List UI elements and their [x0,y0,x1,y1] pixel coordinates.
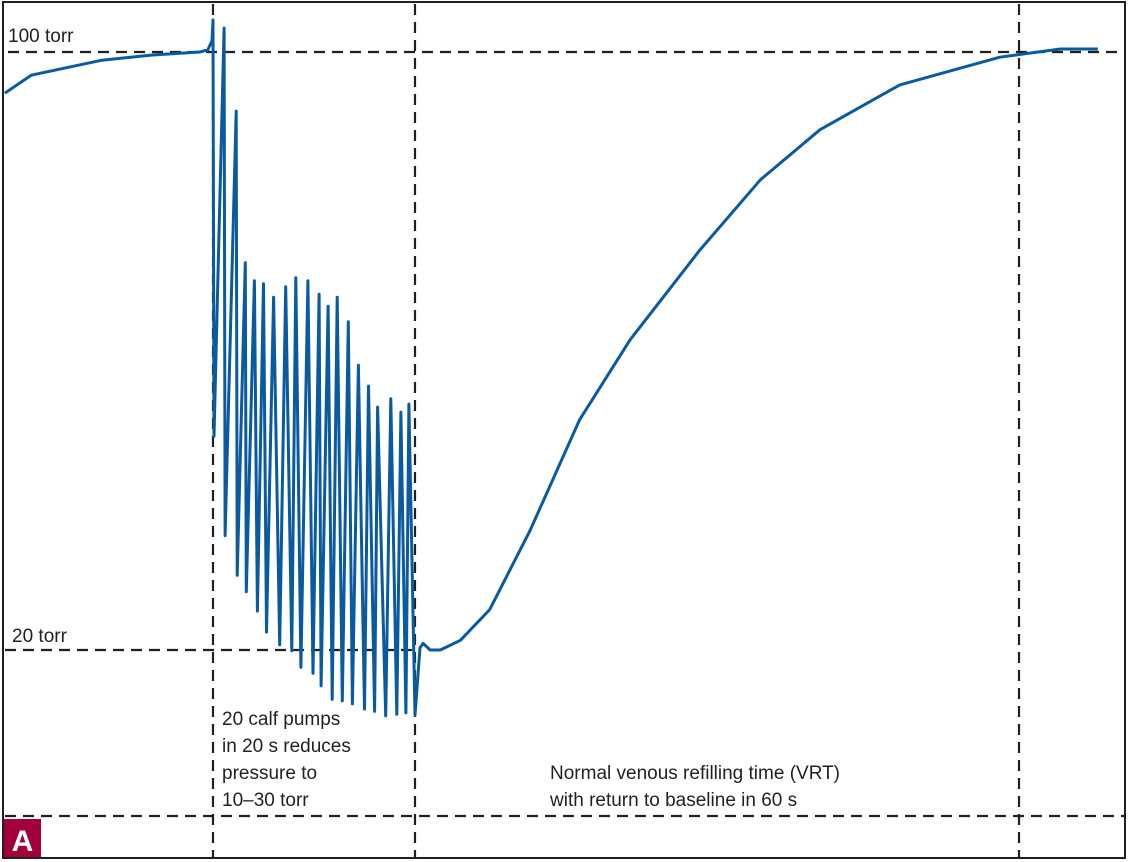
panel-label-badge [4,819,41,857]
annotation-pumps-line: 20 calf pumps [222,709,340,730]
label-20-torr: 20 torr [12,626,68,647]
annotation-pumps-line: pressure to [222,763,317,784]
panel-label: A [4,819,41,858]
label-100-torr: 100 torr [8,26,74,47]
annotation-pumps-line: 10–30 torr [222,790,309,811]
annotation-pumps: 20 calf pumps in 20 s reduces pressure t… [222,709,351,811]
annotation-pumps-line: in 20 s reduces [222,736,351,757]
series-line-venous-pressure [4,18,1098,718]
panel-label-text: A [12,825,34,858]
annotation-vrt-line: with return to baseline in 60 s [549,790,797,811]
annotation-vrt: Normal venous refilling time (VRT) with … [549,763,840,811]
annotation-vrt-line: Normal venous refilling time (VRT) [550,763,840,784]
